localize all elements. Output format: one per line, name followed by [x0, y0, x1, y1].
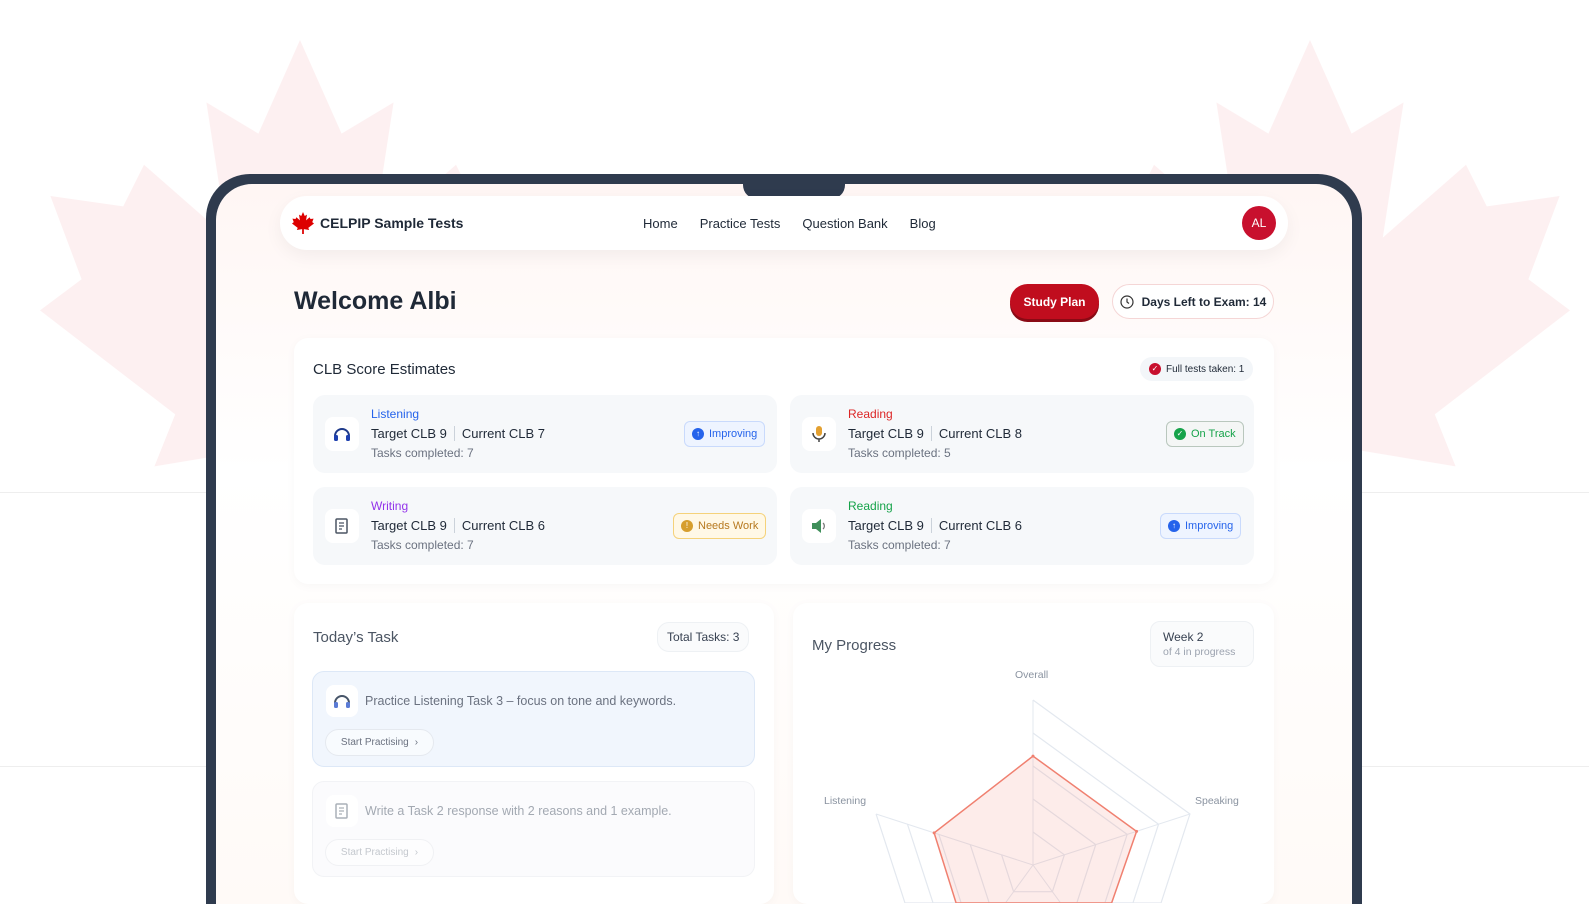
app-screen: CELPIP Sample Tests Home Practice Tests …	[216, 184, 1352, 904]
clock-icon	[1120, 294, 1134, 309]
radar-grid-ring	[969, 798, 1097, 903]
target-clb: Target CLB 9	[848, 426, 924, 441]
my-progress-card: My Progress Week 2 of 4 in progress Over…	[793, 603, 1274, 904]
study-plan-button[interactable]: Study Plan	[1010, 284, 1099, 319]
alert-icon: !	[681, 520, 693, 532]
task-item: Practice Listening Task 3 – focus on ton…	[312, 671, 755, 767]
days-left-badge: Days Left to Exam: 14	[1112, 284, 1274, 319]
current-clb: Current CLB 8	[938, 426, 1022, 441]
start-practising-button[interactable]: Start Practising ›	[325, 839, 434, 866]
check-icon: ✓	[1174, 428, 1186, 440]
radar-axis-line	[875, 813, 1034, 866]
total-tasks-badge: Total Tasks: 3	[657, 622, 750, 652]
section-title: My Progress	[812, 637, 897, 654]
status-badge: ✓ On Track	[1166, 421, 1244, 447]
tasks-completed: Tasks completed: 7	[371, 538, 474, 552]
skill-name: Listening	[371, 407, 420, 421]
radar-data-polygon	[933, 755, 1138, 903]
status-text: Improving	[1185, 520, 1234, 532]
skill-name: Reading	[848, 407, 893, 421]
radar-axis-line	[1032, 813, 1191, 866]
task-text: Practice Listening Task 3 – focus on ton…	[365, 694, 677, 708]
section-title: CLB Score Estimates	[313, 361, 456, 378]
tasks-completed: Tasks completed: 7	[371, 446, 474, 460]
microphone-icon	[802, 417, 836, 451]
headphones-icon	[325, 417, 359, 451]
radar-chart	[875, 699, 1191, 903]
axis-label-listening: Listening	[824, 795, 867, 807]
navbar: CELPIP Sample Tests Home Practice Tests …	[280, 196, 1288, 250]
nav-home[interactable]: Home	[643, 216, 678, 231]
device-frame: CELPIP Sample Tests Home Practice Tests …	[206, 174, 1362, 904]
week-label: Week 2	[1163, 630, 1204, 644]
task-item: Write a Task 2 response with 2 reasons a…	[312, 781, 755, 877]
skill-card-reading-2[interactable]: Reading Target CLB 9 Current CLB 6 Tasks …	[790, 487, 1254, 565]
days-left-text: Days Left to Exam: 14	[1141, 294, 1267, 309]
axis-label-speaking: Speaking	[1195, 795, 1239, 807]
chevron-right-icon: ›	[414, 847, 419, 858]
page-title: Welcome Albi	[294, 287, 457, 315]
radar-axis-line	[1004, 864, 1034, 903]
target-clb: Target CLB 9	[848, 518, 924, 533]
clb-values: Target CLB 9 Current CLB 6	[848, 518, 1022, 533]
arrow-up-icon: ↑	[1168, 520, 1180, 532]
clb-values: Target CLB 9 Current CLB 6	[371, 518, 545, 533]
check-icon: ✓	[1149, 363, 1161, 375]
status-text: Needs Work	[698, 520, 759, 532]
full-tests-text: Full tests taken: 1	[1166, 363, 1245, 375]
nav-blog[interactable]: Blog	[909, 216, 936, 231]
nav-question-bank[interactable]: Question Bank	[802, 216, 888, 231]
skill-card-listening[interactable]: Listening Target CLB 9 Current CLB 7 Task…	[313, 395, 777, 473]
nav-links: Home Practice Tests Question Bank Blog	[643, 216, 936, 231]
week-badge: Week 2 of 4 in progress	[1150, 621, 1254, 667]
status-text: On Track	[1191, 428, 1236, 440]
target-clb: Target CLB 9	[371, 426, 447, 441]
radar-grid-ring	[938, 765, 1128, 903]
axis-label-overall: Overall	[1015, 669, 1049, 681]
document-icon	[325, 509, 359, 543]
brand-logo[interactable]: CELPIP Sample Tests	[292, 212, 463, 234]
radar-axis-line	[1032, 864, 1062, 903]
arrow-up-icon: ↑	[692, 428, 704, 440]
clb-values: Target CLB 9 Current CLB 8	[848, 426, 1022, 441]
chevron-right-icon: ›	[414, 737, 419, 748]
status-badge: ! Needs Work	[673, 513, 767, 539]
skill-card-reading[interactable]: Reading Target CLB 9 Current CLB 8 Tasks …	[790, 395, 1254, 473]
full-tests-badge: ✓ Full tests taken: 1	[1140, 357, 1254, 381]
device-notch	[743, 184, 845, 199]
brand-name: CELPIP Sample Tests	[320, 215, 464, 231]
button-label: Start Practising	[340, 847, 409, 858]
radar-grid-ring	[875, 699, 1191, 903]
radar-data-point	[1031, 754, 1035, 758]
document-icon	[326, 795, 358, 827]
status-text: Improving	[709, 428, 758, 440]
status-badge: ↑ Improving	[684, 421, 766, 447]
section-title: Today’s Task	[313, 629, 399, 646]
nav-practice-tests[interactable]: Practice Tests	[699, 216, 781, 231]
current-clb: Current CLB 7	[461, 426, 545, 441]
status-badge: ↑ Improving	[1160, 513, 1242, 539]
skill-card-writing[interactable]: Writing Target CLB 9 Current CLB 6 Tasks …	[313, 487, 777, 565]
avatar[interactable]: AL	[1242, 206, 1276, 240]
skill-name: Reading	[848, 499, 893, 513]
start-practising-button[interactable]: Start Practising ›	[325, 729, 434, 756]
radar-data-point	[1135, 829, 1139, 833]
current-clb: Current CLB 6	[461, 518, 545, 533]
clb-values: Target CLB 9 Current CLB 7	[371, 426, 545, 441]
headphones-icon	[326, 685, 358, 717]
tasks-completed: Tasks completed: 7	[848, 538, 951, 552]
week-sub: of 4 in progress	[1163, 646, 1236, 658]
tasks-completed: Tasks completed: 5	[848, 446, 951, 460]
clb-score-card: CLB Score Estimates ✓ Full tests taken: …	[294, 338, 1274, 584]
button-label: Start Practising	[340, 737, 409, 748]
target-clb: Target CLB 9	[371, 518, 447, 533]
radar-grid-ring	[906, 732, 1160, 903]
current-clb: Current CLB 6	[938, 518, 1022, 533]
skill-name: Writing	[371, 499, 409, 513]
todays-task-card: Today’s Task Total Tasks: 3 Practice Lis…	[294, 603, 774, 904]
radar-data-point	[932, 831, 936, 835]
maple-leaf-icon	[292, 212, 314, 234]
task-text: Write a Task 2 response with 2 reasons a…	[365, 804, 672, 818]
speaker-icon	[802, 509, 836, 543]
